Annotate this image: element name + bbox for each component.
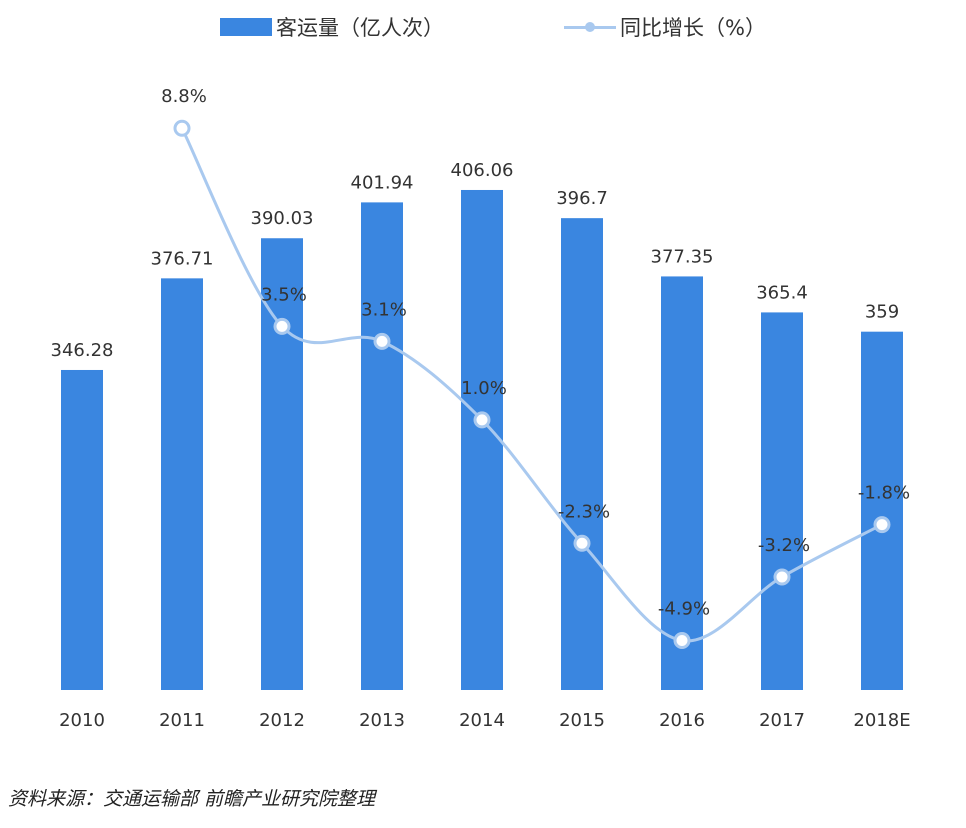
bar-2018E [861,331,903,690]
source-note: 资料来源：交通运输部 前瞻产业研究院整理 [8,788,376,810]
legend-item-passenger-volume: 客运量（亿人次） [220,12,444,42]
bar-2016 [661,276,703,690]
growth-value-label-2011: 8.8% [161,86,207,107]
legend-bar-swatch [220,18,272,36]
growth-value-label-2017: -3.2% [758,535,810,556]
x-tick-label-2018E: 2018E [853,710,910,731]
bar-2015 [561,218,603,691]
bar-2012 [261,238,303,691]
bar-value-label-2010: 346.28 [51,340,114,361]
growth-value-label-2012: 3.5% [261,284,307,305]
bar-value-label-2012: 390.03 [251,208,314,229]
bar-value-label-2017: 365.4 [756,282,808,303]
x-tick-label-2011: 2011 [159,710,205,731]
growth-value-label-2014: 1.0% [461,378,507,399]
legend-item-yoy-growth: 同比增长（%） [564,12,766,42]
legend-line-swatch [564,18,616,36]
bar-value-label-2013: 401.94 [351,172,414,193]
bar-2014 [461,189,503,690]
bar-value-label-2018E: 359 [865,302,899,323]
legend-bar-label: 客运量（亿人次） [276,16,444,40]
growth-point-2012 [273,317,291,335]
bar-value-label-2016: 377.35 [651,246,714,267]
bar-value-label-2011: 376.71 [151,248,214,269]
bar-2013 [361,202,403,690]
x-tick-label-2012: 2012 [259,710,305,731]
growth-value-label-2015: -2.3% [558,501,610,522]
bar-2010 [61,369,103,690]
chart-plot: 346.28 2010 376.71 2011 390.03 2012 401.94 2013… [51,86,911,731]
growth-value-label-2016: -4.9% [658,599,710,620]
growth-point-2014 [473,411,491,429]
growth-value-label-2013: 3.1% [361,299,407,320]
x-tick-label-2015: 2015 [559,710,605,731]
growth-value-label-2018E: -1.8% [858,483,910,504]
legend: 客运量（亿人次） 同比增长（%） [220,12,886,42]
bar-2011 [161,278,203,690]
bar-2017 [761,312,803,690]
growth-point-2016 [673,632,691,650]
growth-point-2011 [173,119,191,137]
growth-point-2018E [873,516,891,534]
x-tick-label-2017: 2017 [759,710,805,731]
growth-point-2015 [573,534,591,552]
growth-point-2013 [373,332,391,350]
x-tick-label-2010: 2010 [59,710,105,731]
legend-line-label: 同比增长（%） [620,16,766,40]
x-tick-label-2013: 2013 [359,710,405,731]
x-tick-label-2014: 2014 [459,710,505,731]
growth-point-2017 [773,568,791,586]
bar-value-label-2015: 396.7 [556,188,608,209]
bar-value-label-2014: 406.06 [451,160,514,181]
x-tick-label-2016: 2016 [659,710,705,731]
